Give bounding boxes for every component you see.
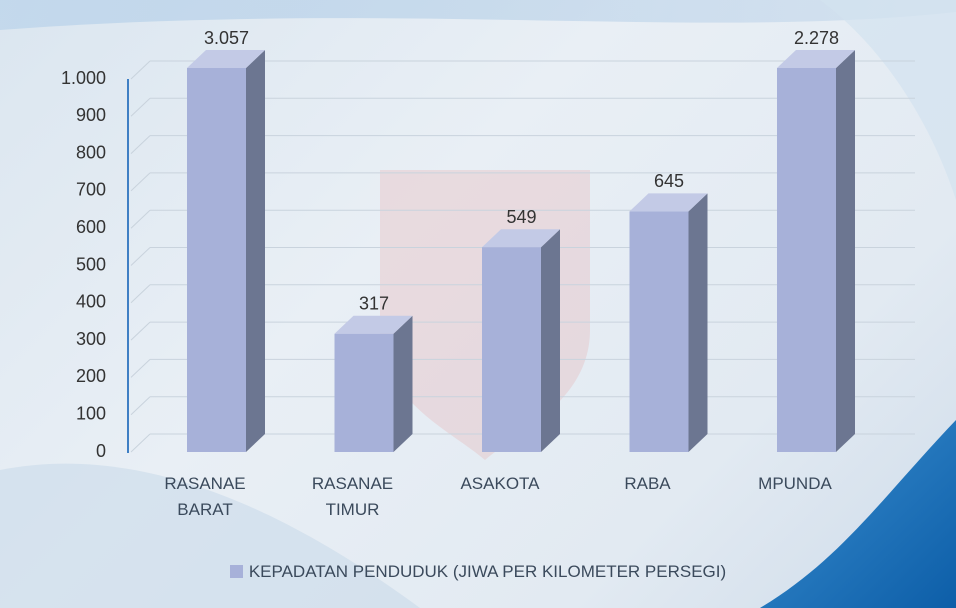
legend: KEPADATAN PENDUDUK (JIWA PER KILOMETER P… (0, 562, 956, 582)
x-tick-label: MPUNDA (740, 471, 850, 497)
x-tick-label: ASAKOTA (445, 471, 555, 497)
grid-line-depth (131, 136, 150, 154)
grid-line-depth (131, 322, 150, 340)
grid-line-depth (131, 434, 150, 452)
legend-swatch (230, 565, 243, 578)
data-label: 2.278 (794, 28, 839, 48)
x-tick-label: RASANAE TIMUR (298, 471, 408, 523)
y-tick-label: 100 (76, 403, 106, 423)
bar (630, 211, 689, 452)
bar-side (836, 50, 855, 452)
bar (482, 247, 541, 452)
grid-line-depth (131, 359, 150, 377)
y-tick-label: 400 (76, 292, 106, 312)
x-tick-label: RASANAE BARAT (150, 471, 260, 523)
bar (777, 68, 836, 452)
chart: 0 100 200 300 400 500 600 700 800 900 1.000 3.057 31… (0, 0, 956, 608)
grid-line-depth (131, 285, 150, 303)
y-tick-label: 800 (76, 142, 106, 162)
data-label: 3.057 (204, 28, 249, 48)
y-tick-label: 900 (76, 105, 106, 125)
grid-line-depth (131, 210, 150, 228)
bar-side (541, 229, 560, 452)
y-tick-label: 1.000 (61, 68, 106, 88)
data-label: 645 (654, 171, 684, 191)
grid-line-depth (131, 397, 150, 415)
bar-side (689, 193, 708, 452)
y-tick-label: 700 (76, 180, 106, 200)
y-tick-label: 200 (76, 366, 106, 386)
grid-line-depth (131, 61, 150, 79)
y-tick-label: 500 (76, 254, 106, 274)
bar-side (394, 316, 413, 452)
bar (187, 68, 246, 452)
data-label: 549 (506, 207, 536, 227)
grid-line-depth (131, 173, 150, 191)
legend-label: KEPADATAN PENDUDUK (JIWA PER KILOMETER P… (249, 562, 726, 581)
data-label: 317 (359, 294, 389, 314)
y-tick-label: 0 (96, 441, 106, 461)
grid-line-depth (131, 98, 150, 116)
grid-line-depth (131, 248, 150, 266)
x-tick-label: RABA (593, 471, 703, 497)
page: 0 100 200 300 400 500 600 700 800 900 1.000 3.057 31… (0, 0, 956, 608)
y-tick-label: 600 (76, 217, 106, 237)
bar-side (246, 50, 265, 452)
bar (335, 334, 394, 452)
y-tick-label: 300 (76, 329, 106, 349)
